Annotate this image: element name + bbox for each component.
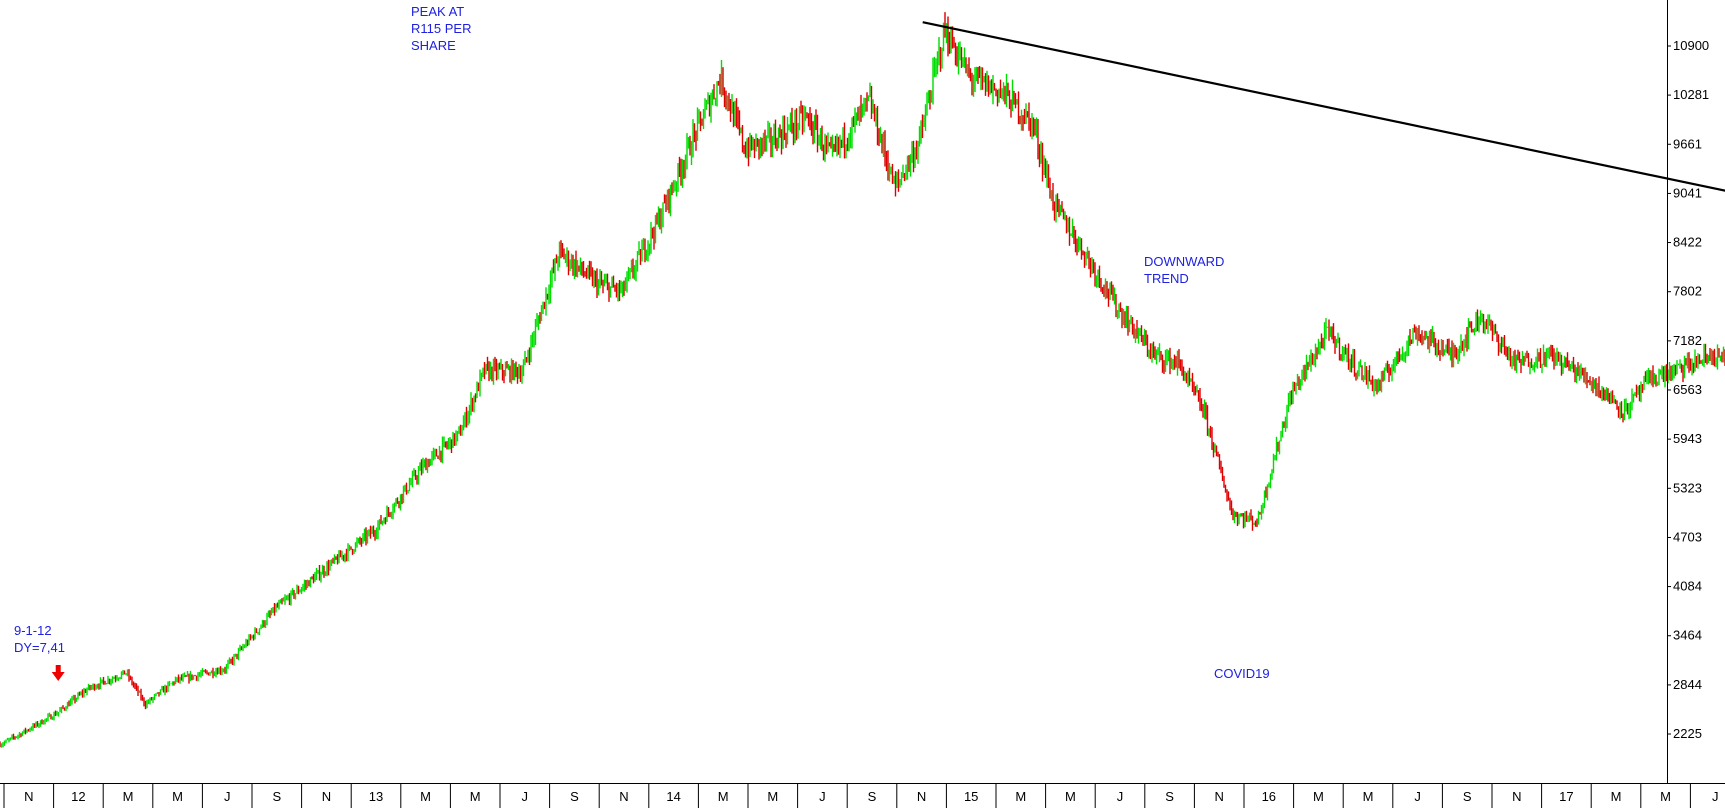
x-tick-label: J xyxy=(522,789,529,804)
x-tick-label: S xyxy=(1463,789,1472,804)
price-candles xyxy=(0,12,1725,748)
x-tick-label: N xyxy=(917,789,926,804)
dividend-yield-annotation: 9-1-12 DY=7,41 xyxy=(14,623,65,655)
x-axis-ticks: N 12 M M J S N 13 M M J S N 14 M M J S N 15 M M J S N 16 M M J S N 17 M M… xyxy=(3,784,1719,808)
x-tick-label: N xyxy=(619,789,628,804)
y-tick-label: 2844 xyxy=(1673,677,1702,692)
y-tick-label: 8422 xyxy=(1673,235,1702,250)
x-tick-label: J xyxy=(1117,789,1124,804)
y-tick-label: 10900 xyxy=(1673,38,1709,53)
x-tick-label: J xyxy=(224,789,231,804)
x-tick-label: M xyxy=(1313,789,1324,804)
x-tick-label: 13 xyxy=(369,789,383,804)
x-tick-label: M xyxy=(1611,789,1622,804)
x-tick-label: J xyxy=(1712,789,1719,804)
x-tick-label: N xyxy=(1512,789,1521,804)
x-tick-label: N xyxy=(24,789,33,804)
x-tick-label: S xyxy=(570,789,579,804)
x-tick-label: S xyxy=(1165,789,1174,804)
buy-marker-arrow-icon xyxy=(51,665,65,681)
y-tick-label: 10281 xyxy=(1673,87,1709,102)
x-tick-label: M xyxy=(1015,789,1026,804)
x-tick-label: 17 xyxy=(1559,789,1573,804)
y-tick-label: 5323 xyxy=(1673,480,1702,495)
x-tick-label: J xyxy=(1414,789,1421,804)
y-tick-label: 4703 xyxy=(1673,529,1702,544)
y-tick-label: 7182 xyxy=(1673,333,1702,348)
x-tick-label: N xyxy=(322,789,331,804)
y-tick-label: 3464 xyxy=(1673,628,1702,643)
x-tick-label: 12 xyxy=(71,789,85,804)
x-tick-label: 14 xyxy=(666,789,680,804)
y-tick-label: 2225 xyxy=(1673,726,1702,741)
y-tick-label: 5943 xyxy=(1673,431,1702,446)
x-tick-label: M xyxy=(767,789,778,804)
x-tick-label: J xyxy=(819,789,826,804)
y-tick-label: 9661 xyxy=(1673,136,1702,151)
y-tick-label: 4084 xyxy=(1673,579,1702,594)
x-tick-label: M xyxy=(123,789,134,804)
x-tick-label: S xyxy=(272,789,281,804)
x-tick-label: S xyxy=(868,789,877,804)
peak-annotation: PEAK AT R115 PER SHARE xyxy=(411,4,472,53)
y-tick-label: 9041 xyxy=(1673,185,1702,200)
x-tick-label: M xyxy=(172,789,183,804)
x-tick-label: N xyxy=(1215,789,1224,804)
y-tick-label: 6563 xyxy=(1673,382,1702,397)
x-tick-label: M xyxy=(1363,789,1374,804)
covid19-annotation: COVID19 xyxy=(1214,666,1270,681)
x-tick-label: M xyxy=(470,789,481,804)
downward-trendline xyxy=(922,21,1725,192)
x-tick-label: M xyxy=(718,789,729,804)
x-tick-label: 15 xyxy=(964,789,978,804)
x-tick-label: M xyxy=(1660,789,1671,804)
y-axis-ticks: 2225 2844 3464 4084 4703 5323 5943 6563 7182 7802… xyxy=(1667,38,1709,741)
x-tick-label: M xyxy=(420,789,431,804)
y-tick-label: 7802 xyxy=(1673,284,1702,299)
x-tick-label: M xyxy=(1065,789,1076,804)
x-tick-label: 16 xyxy=(1262,789,1276,804)
downward-trend-annotation: DOWNWARD TREND xyxy=(1144,254,1225,286)
